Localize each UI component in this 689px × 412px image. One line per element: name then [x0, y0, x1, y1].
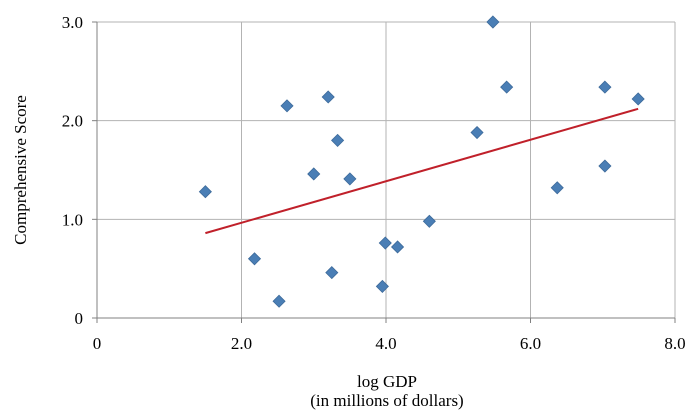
grid-lines	[97, 21, 676, 318]
data-point	[470, 125, 484, 140]
y-tick-label: 0	[75, 309, 84, 328]
data-point	[378, 236, 392, 250]
x-tick-label: 4.0	[375, 334, 396, 353]
data-point	[390, 240, 405, 254]
x-tick-label: 0	[93, 334, 102, 353]
x-tick-label: 2.0	[231, 334, 252, 353]
data-point	[422, 214, 436, 228]
data-point	[321, 90, 335, 104]
data-point	[598, 80, 612, 94]
data-point	[280, 99, 294, 113]
axes	[92, 21, 676, 323]
data-point	[325, 266, 339, 280]
y-tick-label: 1.0	[62, 210, 83, 229]
data-point	[331, 133, 345, 147]
data-point	[307, 167, 321, 181]
data-point	[550, 181, 564, 195]
data-point	[343, 172, 357, 186]
x-axis-subtitle: (in millions of dollars)	[310, 391, 463, 410]
data-point	[598, 159, 612, 173]
y-axis-title: Comprehensive Score	[11, 95, 30, 245]
data-points	[198, 15, 645, 308]
data-point	[631, 92, 645, 106]
trendline-group	[205, 107, 639, 235]
data-point	[500, 80, 514, 94]
x-tick-label: 8.0	[664, 334, 685, 353]
data-point	[375, 279, 389, 293]
tick-labels: 0 1.0 2.0 3.0 0 2.0 4.0 6.0 8.0	[62, 13, 686, 353]
data-point	[486, 15, 500, 29]
data-point	[247, 252, 262, 266]
trendline	[205, 107, 639, 235]
x-axis-title: log GDP	[357, 372, 417, 391]
data-point	[272, 294, 286, 308]
y-tick-label: 3.0	[62, 13, 83, 32]
x-tick-label: 6.0	[520, 334, 541, 353]
data-point	[198, 185, 212, 199]
y-tick-label: 2.0	[62, 112, 83, 131]
